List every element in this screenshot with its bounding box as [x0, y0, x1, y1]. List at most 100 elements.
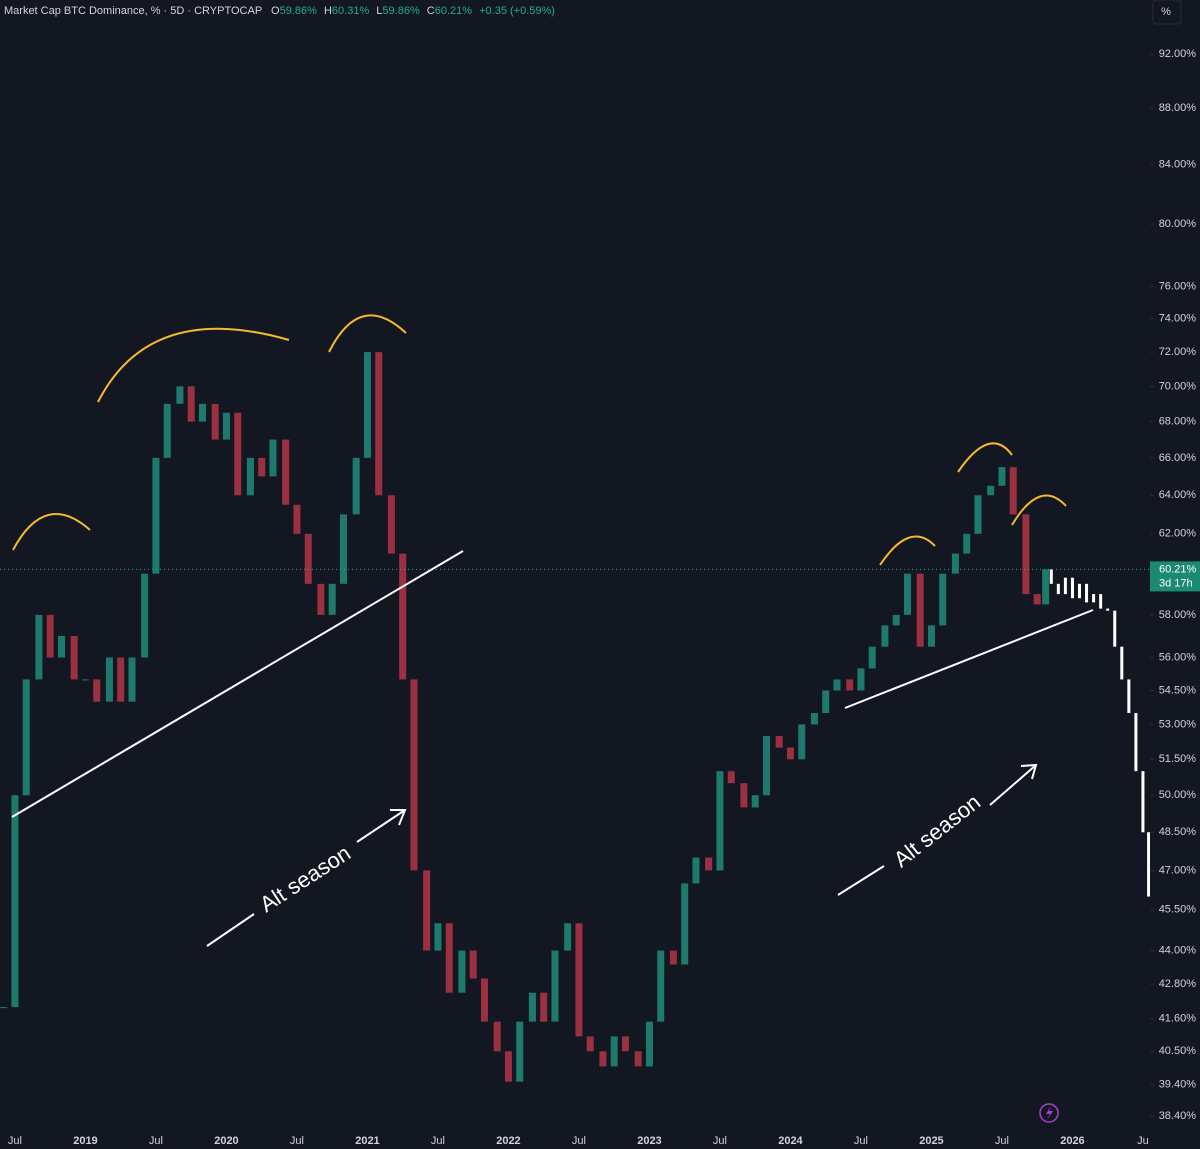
candle — [493, 1021, 501, 1052]
y-tick-label: 44.00% — [1159, 944, 1197, 956]
candle — [540, 992, 548, 1022]
y-tick-label: 70.00% — [1159, 380, 1197, 392]
y-tick-label: 42.80% — [1159, 978, 1197, 990]
high: 60.31% — [332, 5, 370, 17]
candle — [846, 679, 854, 691]
x-tick-label: 2026 — [1060, 1135, 1084, 1147]
projection-bar — [1113, 610, 1117, 647]
candle — [927, 625, 935, 647]
y-tick-label: 72.00% — [1159, 346, 1197, 358]
y-tick-label: 51.50% — [1159, 753, 1197, 765]
candle — [0, 1007, 8, 1009]
candle — [480, 978, 488, 1022]
trend-line — [844, 609, 1094, 709]
x-tick-label: 2021 — [355, 1135, 379, 1147]
candle — [751, 795, 759, 808]
y-tick-label: 64.00% — [1159, 489, 1197, 501]
projection-bar — [1092, 594, 1096, 603]
candle — [833, 679, 841, 691]
arc — [12, 513, 91, 551]
scale-button-label: % — [1161, 6, 1171, 18]
candle — [1033, 594, 1041, 605]
arrow-head — [356, 809, 407, 843]
y-tick-label: 58.00% — [1159, 609, 1197, 621]
candle — [352, 457, 360, 515]
candle — [551, 950, 559, 1022]
projection-bar — [1134, 713, 1138, 772]
y-tick-label: 66.00% — [1159, 452, 1197, 464]
candle — [375, 352, 383, 496]
candle — [105, 657, 113, 702]
candle — [727, 771, 735, 784]
candle — [987, 485, 995, 496]
open: 59.86% — [280, 5, 318, 17]
candle — [93, 679, 101, 702]
candle — [798, 724, 806, 760]
icon[interactable] — [1039, 1103, 1059, 1123]
l-label: L — [376, 5, 382, 17]
y-tick-label: 56.00% — [1159, 651, 1197, 663]
y-tick-label: 45.50% — [1159, 904, 1197, 916]
candle — [117, 657, 125, 702]
arrow-tail — [206, 913, 255, 947]
x-tick-label: Jul — [713, 1135, 727, 1147]
candle — [1009, 467, 1017, 515]
scale-button[interactable] — [1152, 0, 1182, 25]
y-tick-label: 50.00% — [1159, 789, 1197, 801]
plot-area — [0, 352, 1150, 1082]
candle — [681, 883, 689, 965]
icon-bolt — [1046, 1106, 1053, 1120]
candle — [328, 583, 336, 615]
x-tick-label: Jul — [290, 1135, 304, 1147]
candle — [586, 1036, 594, 1052]
candle — [610, 1036, 618, 1067]
projection-bar — [1056, 583, 1060, 595]
candle — [363, 352, 371, 458]
x-tick-label: 2020 — [214, 1135, 238, 1147]
x-tick-label: Jul — [431, 1135, 445, 1147]
candle — [657, 950, 665, 1022]
y-tick-label: 74.00% — [1159, 313, 1197, 325]
y-tick-label: 62.00% — [1159, 528, 1197, 540]
candle — [881, 625, 889, 647]
x-tick-label: 2023 — [637, 1135, 661, 1147]
candle — [46, 614, 54, 658]
candle — [810, 713, 818, 725]
close: 60.21% — [435, 5, 473, 17]
trend-line — [11, 550, 464, 818]
projection-bar — [1049, 569, 1053, 584]
candle — [564, 923, 572, 951]
candle — [70, 636, 78, 680]
candle — [282, 439, 290, 505]
candle — [222, 412, 230, 440]
candle — [963, 533, 971, 554]
candle — [399, 553, 407, 680]
candle — [317, 583, 325, 615]
candle — [998, 467, 1006, 486]
candle — [258, 457, 266, 477]
projection-bar — [1141, 771, 1145, 833]
candle — [339, 514, 347, 584]
candle — [705, 857, 713, 871]
candle — [786, 747, 794, 760]
white-drawings — [11, 550, 1094, 947]
candle — [22, 679, 30, 796]
candle — [575, 923, 583, 1037]
candle — [916, 573, 924, 647]
candle — [269, 439, 277, 477]
price-label: 3d 17h — [1159, 577, 1193, 589]
candle — [187, 386, 195, 422]
x-tick-label: Jul — [854, 1135, 868, 1147]
candle — [939, 573, 947, 626]
candle — [434, 923, 442, 951]
header: Market Cap BTC Dominance, % · 5D · CRYPT… — [4, 5, 555, 17]
candle — [304, 533, 312, 584]
candle — [152, 457, 160, 574]
candle — [822, 690, 830, 714]
candle — [599, 1051, 607, 1067]
candle — [423, 870, 431, 951]
candle — [868, 646, 876, 669]
